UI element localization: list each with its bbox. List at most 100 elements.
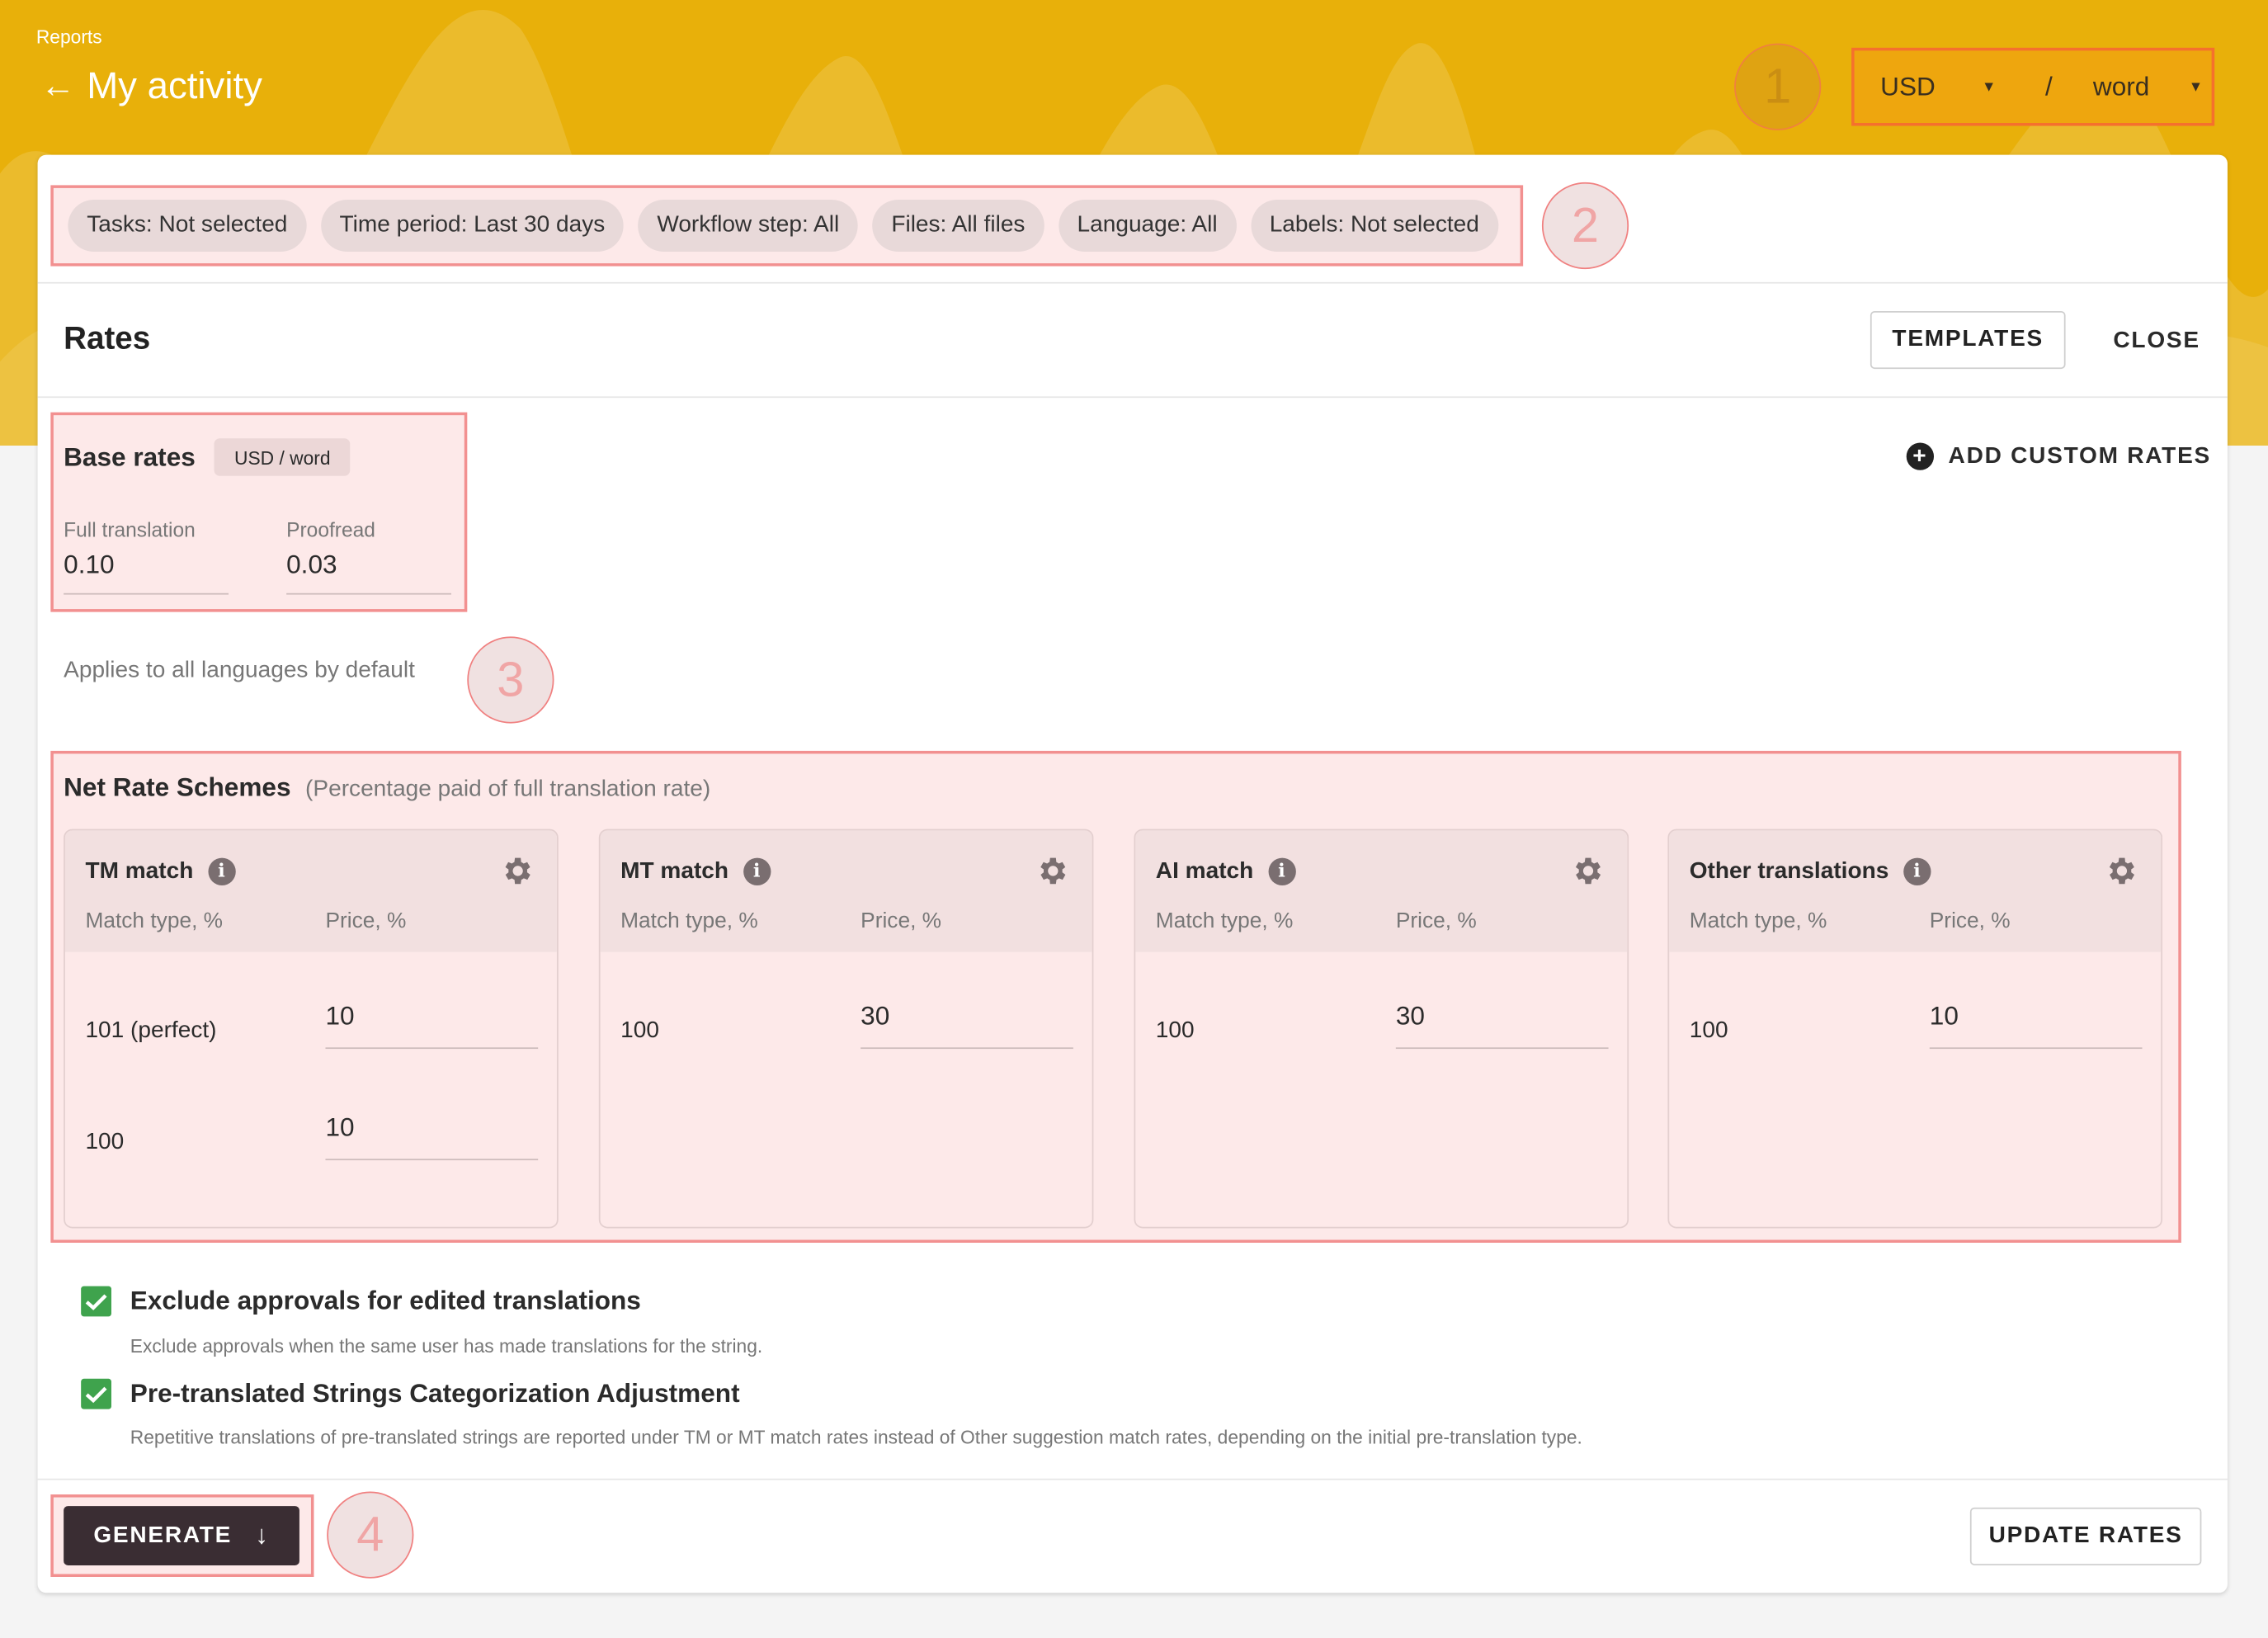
full-translation-label: Full translation: [64, 517, 196, 541]
divider: [37, 281, 2228, 284]
step-marker-2: 2: [1541, 182, 1629, 270]
step-marker-4: 4: [327, 1491, 414, 1579]
scheme-card-header: [64, 830, 557, 952]
chevron-down-icon: ▼: [2188, 78, 2204, 95]
currency-value: USD: [1880, 71, 1936, 101]
generate-label: GENERATE: [93, 1522, 233, 1548]
proofread-input[interactable]: 0.03: [286, 550, 337, 579]
update-rates-button[interactable]: UPDATE RATES: [1969, 1507, 2202, 1565]
page-title: ← My activity: [40, 64, 262, 108]
plus-circle-icon: +: [1906, 442, 1935, 470]
templates-button[interactable]: TEMPLATES: [1870, 310, 2066, 370]
separator: /: [2045, 71, 2053, 101]
option-label: Exclude approvals for edited translation…: [130, 1286, 641, 1315]
step-marker-1: 1: [1734, 43, 1822, 130]
scheme-title-text: MT match: [620, 858, 729, 884]
input-underline: [1395, 1047, 1609, 1050]
base-rates-box: Base rates USD / word Full translation 0…: [50, 412, 468, 612]
price-input[interactable]: 10: [1929, 1001, 1959, 1031]
page-title-text: My activity: [87, 64, 262, 107]
divider: [37, 1478, 2228, 1480]
currency-select[interactable]: USD ▼: [1880, 72, 1996, 102]
price-header: Price, %: [1929, 909, 2011, 933]
scheme-card-header: [1669, 830, 2162, 952]
scheme-title-text: TM match: [85, 858, 194, 884]
gear-icon[interactable]: [1035, 853, 1069, 888]
proofread-label: Proofread: [286, 517, 375, 541]
net-rate-title: Net Rate Schemes: [64, 772, 291, 802]
base-rates-title: Base rates: [64, 442, 196, 472]
info-icon[interactable]: i: [1903, 857, 1931, 885]
scheme-title: Other translations i: [1689, 857, 1931, 885]
close-button[interactable]: CLOSE: [2113, 328, 2200, 353]
filter-chip-files[interactable]: Files: All files: [872, 199, 1044, 253]
scheme-title: MT match i: [620, 857, 771, 885]
base-rates-note: Applies to all languages by default: [64, 658, 415, 683]
gear-icon[interactable]: [499, 853, 534, 888]
match-type-value: 101 (perfect): [85, 1018, 217, 1044]
scheme-card: TM match i Match type, % Price, % 101 (pe…: [64, 828, 559, 1229]
info-icon[interactable]: i: [207, 857, 236, 885]
match-type-value: 100: [620, 1018, 659, 1044]
match-type-value: 100: [1689, 1018, 1728, 1044]
scheme-title-text: AI match: [1155, 858, 1254, 884]
arrow-down-icon: ↓: [255, 1520, 270, 1550]
info-icon[interactable]: i: [743, 857, 771, 885]
filter-chip-workflow-step[interactable]: Workflow step: All: [638, 199, 859, 253]
scheme-title: AI match i: [1155, 857, 1296, 885]
price-input[interactable]: 10: [325, 1001, 355, 1031]
option-description: Repetitive translations of pre-translate…: [130, 1426, 1582, 1448]
scheme-card: AI match i Match type, % Price, % 100 30: [1134, 828, 1629, 1229]
price-header: Price, %: [325, 909, 407, 933]
match-type-header: Match type, %: [1155, 909, 1294, 933]
option-exclude-approvals[interactable]: Exclude approvals for edited translation…: [81, 1286, 641, 1317]
gear-icon[interactable]: [1569, 853, 1604, 888]
option-description: Exclude approvals when the same user has…: [130, 1335, 763, 1357]
currency-unit-selector: USD ▼ / word ▼: [1851, 47, 2215, 126]
option-label: Pre-translated Strings Categorization Ad…: [130, 1378, 740, 1408]
input-underline: [861, 1047, 1073, 1050]
scheme-card-header: [600, 830, 1092, 952]
option-pretranslated-adjustment[interactable]: Pre-translated Strings Categorization Ad…: [81, 1378, 740, 1409]
breadcrumb-reports[interactable]: Reports: [35, 26, 102, 48]
filter-chip-time-period[interactable]: Time period: Last 30 days: [320, 199, 625, 253]
input-underline: [64, 592, 229, 595]
scheme-card: MT match i Match type, % Price, % 100 30: [598, 828, 1094, 1229]
filter-chip-labels[interactable]: Labels: Not selected: [1250, 199, 1498, 253]
price-input[interactable]: 30: [1395, 1001, 1425, 1031]
price-input[interactable]: 10: [325, 1112, 355, 1142]
step-marker-3: 3: [467, 636, 554, 724]
full-translation-input[interactable]: 0.10: [64, 550, 115, 579]
price-header: Price, %: [1395, 909, 1477, 933]
input-underline: [286, 592, 451, 595]
filter-chip-tasks[interactable]: Tasks: Not selected: [68, 199, 307, 253]
gear-icon[interactable]: [2103, 853, 2138, 888]
filter-chip-language[interactable]: Language: All: [1058, 199, 1237, 253]
filter-bar: Tasks: Not selected Time period: Last 30…: [50, 185, 1524, 267]
rates-title: Rates: [64, 319, 151, 356]
add-custom-rates-label: ADD CUSTOM RATES: [1948, 443, 2212, 469]
unit-badge: USD / word: [214, 438, 351, 476]
scheme-title-text: Other translations: [1689, 858, 1889, 884]
match-type-header: Match type, %: [85, 909, 224, 933]
chevron-down-icon: ▼: [1982, 78, 1997, 95]
unit-select[interactable]: word ▼: [2093, 72, 2203, 102]
info-icon[interactable]: i: [1267, 857, 1296, 885]
divider: [37, 396, 2228, 399]
price-input[interactable]: 30: [861, 1001, 890, 1031]
add-custom-rates-button[interactable]: + ADD CUSTOM RATES: [1906, 442, 2212, 470]
checkbox-checked[interactable]: [81, 1378, 111, 1409]
generate-button[interactable]: GENERATE ↓: [64, 1506, 299, 1565]
back-arrow-icon[interactable]: ←: [40, 65, 76, 106]
check-icon: [85, 1385, 107, 1403]
match-type-value: 100: [1155, 1018, 1195, 1044]
checkbox-checked[interactable]: [81, 1286, 111, 1317]
input-underline: [325, 1047, 539, 1050]
net-rate-subtitle: (Percentage paid of full translation rat…: [305, 777, 711, 802]
match-type-header: Match type, %: [1689, 909, 1827, 933]
scheme-card: Other translations i Match type, % Price,…: [1667, 828, 2163, 1229]
scheme-title: TM match i: [85, 857, 236, 885]
price-header: Price, %: [861, 909, 942, 933]
match-type-header: Match type, %: [620, 909, 758, 933]
check-icon: [85, 1293, 107, 1310]
